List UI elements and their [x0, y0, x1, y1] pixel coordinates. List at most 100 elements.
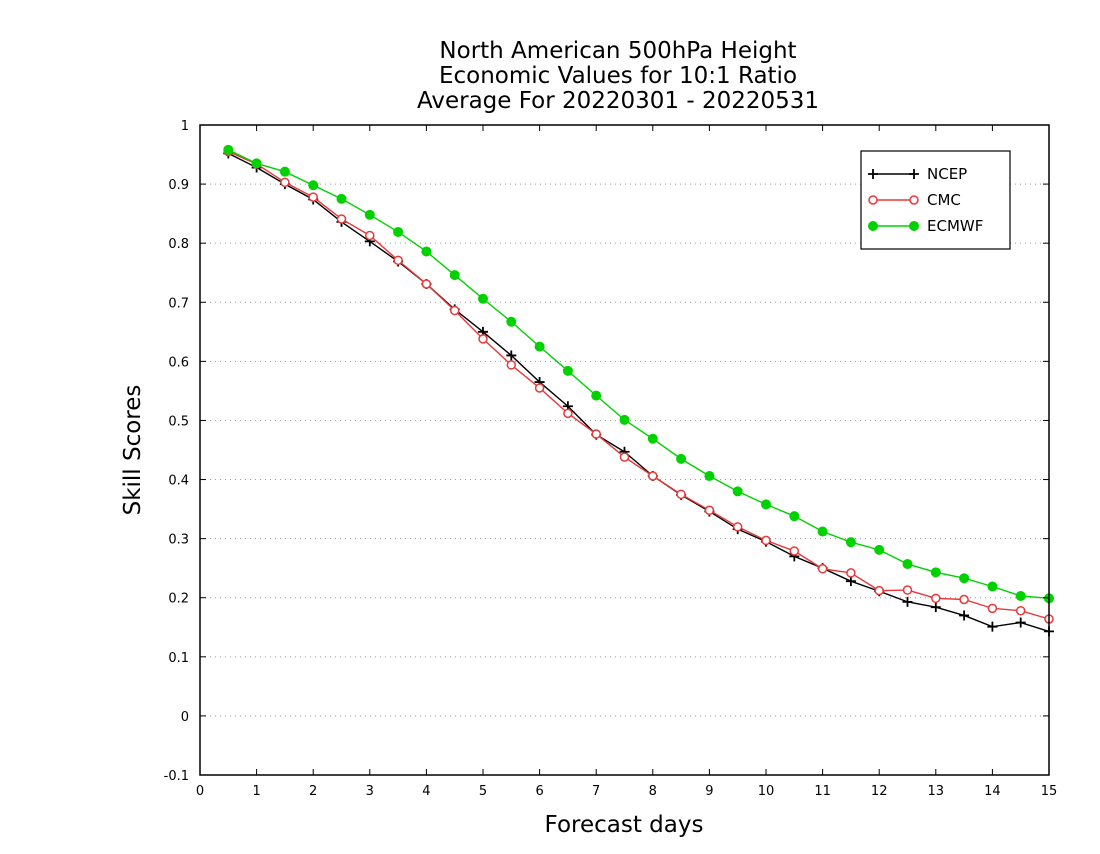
data-point-ecmwf	[251, 158, 262, 169]
data-point-ecmwf	[308, 180, 319, 191]
legend-label: CMC	[927, 191, 961, 209]
data-point-ecmwf	[364, 209, 375, 220]
data-point-cmc	[449, 305, 460, 316]
data-point-cmc	[732, 522, 743, 532]
y-tick-label: 0.6	[168, 355, 189, 370]
y-tick-label: 0.4	[168, 474, 189, 489]
x-tick-label: 13	[928, 784, 945, 799]
x-tick-label: 2	[309, 784, 317, 799]
data-point-cmc	[619, 452, 630, 462]
data-point-cmc	[421, 279, 432, 289]
y-tick-label: 0.7	[168, 296, 189, 311]
x-tick-label: 1	[252, 784, 260, 799]
data-point-ecmwf	[449, 270, 460, 281]
data-point-cmc	[676, 489, 686, 500]
data-point-cmc	[846, 568, 856, 578]
data-point-cmc	[534, 383, 545, 393]
data-point-cmc	[280, 177, 290, 188]
data-point-cmc	[648, 471, 658, 481]
data-point-cmc	[874, 585, 884, 596]
data-point-ecmwf	[393, 226, 404, 237]
x-tick-label: 8	[649, 784, 657, 799]
y-tick-label: 0.9	[168, 178, 189, 193]
data-point-cmc	[789, 546, 800, 556]
data-point-cmc	[959, 594, 969, 605]
legend-marker	[868, 169, 878, 179]
legend-marker	[909, 169, 919, 179]
plot-frame	[199, 124, 1050, 776]
x-tick-label: 7	[592, 784, 600, 799]
data-point-ecmwf	[562, 365, 573, 376]
data-point-ncep	[845, 576, 856, 587]
data-point-cmc	[761, 535, 771, 546]
data-point-ecmwf	[789, 511, 800, 522]
data-point-ecmwf	[534, 341, 545, 352]
data-point-cmc	[1015, 605, 1026, 616]
data-point-ecmwf	[874, 544, 885, 555]
data-point-ecmwf	[591, 390, 602, 401]
axis-ticks: -0.100.10.20.30.40.50.60.70.80.910 1 2 3 4 5 6…	[164, 119, 1058, 799]
chart-title-line: Average For 20220301 - 20220531	[417, 88, 819, 114]
data-point-cmc	[591, 429, 601, 439]
legend: NCEP CMC ECMWF	[860, 150, 1011, 250]
legend-item-ecmwf: ECMWF	[868, 217, 983, 235]
data-point-ecmwf	[732, 486, 743, 497]
legend-marker	[868, 195, 878, 205]
series-cmc	[223, 146, 1054, 624]
x-tick-label: 4	[422, 784, 430, 799]
x-tick-label: 10	[758, 784, 775, 799]
legend-marker	[909, 221, 919, 231]
legend-marker	[909, 195, 919, 205]
data-point-ecmwf	[987, 581, 998, 592]
data-point-ecmwf	[761, 499, 771, 510]
series-line-cmc	[228, 150, 1050, 620]
data-point-ecmwf	[676, 453, 687, 464]
legend-marker	[868, 221, 878, 231]
data-point-ecmwf	[478, 293, 488, 304]
legend-label: ECMWF	[927, 217, 983, 235]
y-tick-label: 0.5	[168, 414, 189, 429]
data-point-ecmwf	[959, 573, 970, 584]
data-point-ncep	[1015, 617, 1026, 628]
data-point-cmc	[336, 214, 347, 224]
data-point-cmc	[393, 255, 403, 266]
x-tick-label: 3	[366, 784, 374, 799]
y-tick-label: 1	[181, 119, 189, 134]
data-point-ecmwf	[845, 537, 856, 548]
data-point-ecmwf	[421, 246, 432, 257]
data-point-ecmwf	[817, 526, 828, 537]
x-tick-label: 14	[984, 784, 1001, 799]
data-point-ecmwf	[619, 414, 630, 425]
x-tick-label: 9	[705, 784, 713, 799]
data-point-ecmwf	[647, 433, 658, 444]
data-point-ecmwf	[930, 567, 941, 578]
data-series	[223, 144, 1054, 637]
data-point-cmc	[704, 505, 715, 516]
data-point-cmc	[308, 192, 318, 202]
data-point-ncep	[506, 350, 517, 361]
x-tick-label: 12	[871, 784, 888, 799]
y-tick-label: 0.3	[168, 533, 189, 548]
x-tick-label: 0	[196, 784, 204, 799]
y-tick-label: 0.8	[168, 237, 189, 252]
data-point-ncep	[987, 621, 998, 632]
y-tick-label: 0	[181, 710, 189, 725]
chart-title-line: Economic Values for 10:1 Ratio	[439, 63, 797, 89]
y-tick-label: 0.2	[168, 592, 189, 607]
data-point-ecmwf	[279, 166, 290, 177]
x-tick-label: 15	[1041, 784, 1058, 799]
data-point-ncep	[930, 602, 941, 613]
data-point-cmc	[478, 334, 488, 344]
legend-label: NCEP	[927, 165, 967, 183]
x-tick-label: 11	[814, 784, 831, 799]
data-point-cmc	[931, 593, 941, 604]
data-point-ncep	[902, 596, 913, 607]
y-tick-label: 0.1	[168, 651, 189, 666]
x-axis-title: Forecast days	[545, 812, 704, 838]
chart-title-line: North American 500hPa Height	[439, 38, 796, 64]
legend-item-ncep: NCEP	[868, 165, 967, 183]
data-point-cmc	[817, 564, 828, 574]
